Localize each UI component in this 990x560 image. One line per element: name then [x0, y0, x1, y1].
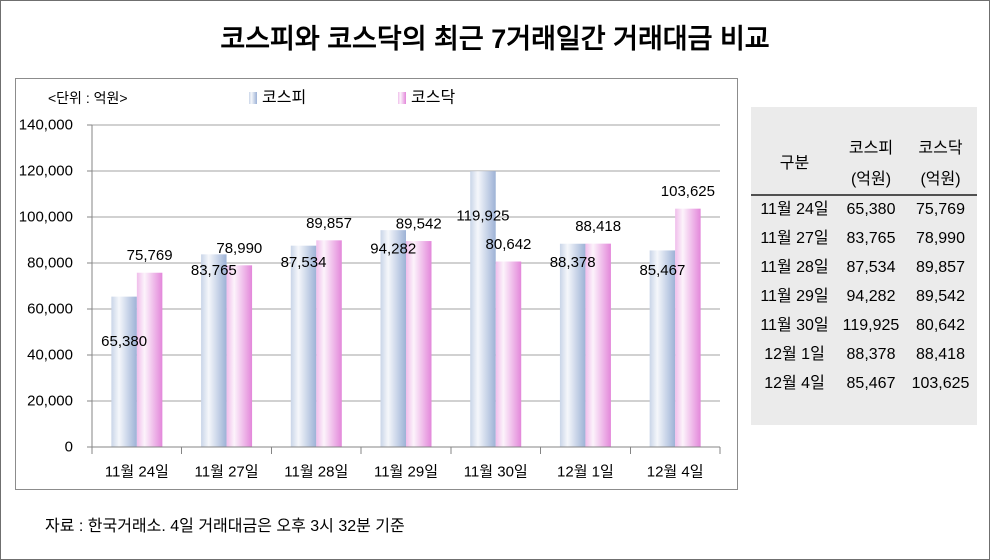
x-tick-label: 11월 27일: [195, 464, 259, 481]
legend: 코스피 코스닥: [249, 89, 455, 107]
kosdaq-bar: [136, 272, 163, 447]
legend-label-kospi: 코스피: [262, 89, 306, 107]
axes: 0 20,000 40,000 60,000 80,000 100,000 120,000 1…: [19, 117, 721, 481]
kosdaq-bar: [226, 265, 253, 447]
row-date: 11월 27일: [760, 229, 829, 247]
row-date: 11월 30일: [760, 316, 829, 334]
x-tick-label: 12월 4일: [647, 464, 704, 481]
chart-frame: <단위 : 억원> 코스피 코스닥 0 20,000 40,000 60,000 80,…: [15, 78, 738, 490]
row-kosdaq-value: 89,857: [916, 258, 965, 276]
kosdaq-bar: [675, 208, 701, 447]
row-kosdaq-value: 103,625: [911, 374, 970, 392]
x-tick-label: 11월 28일: [284, 464, 348, 481]
row-date: 11월 24일: [760, 200, 829, 218]
kosdaq-data-label: 78,990: [216, 240, 262, 257]
row-kospi-value: 88,378: [846, 345, 896, 363]
kospi-bar: [559, 243, 586, 447]
kosdaq-data-label: 89,542: [396, 216, 442, 233]
data-table-panel: 구분 코스피 코스닥 (억원) (억원) 11월 24일 65,380 75,7…: [751, 107, 977, 425]
kospi-data-label: 88,378: [550, 254, 596, 271]
kospi-data-label: 87,534: [281, 254, 327, 271]
header-kosdaq-unit: (억원): [920, 170, 961, 188]
row-kospi-value: 87,534: [846, 258, 896, 276]
kosdaq-data-label: 89,857: [306, 215, 352, 232]
table-row: 11월 28일 87,534 89,857: [751, 253, 977, 282]
data-labels: 65,380 75,769 83,765 78,990 87,534 89,857 94,2…: [101, 183, 715, 350]
kosdaq-bar: [585, 243, 611, 447]
row-kosdaq-value: 88,418: [916, 345, 965, 363]
kospi-bar: [111, 296, 137, 447]
row-date: 11월 28일: [760, 258, 829, 276]
kospi-data-label: 83,765: [191, 262, 237, 279]
legend-swatch-kospi: [249, 92, 257, 104]
x-tick-label: 11월 30일: [464, 464, 528, 481]
bars: [111, 171, 701, 448]
kospi-data-label: 65,380: [101, 333, 147, 350]
header-kospi-unit: (억원): [850, 170, 892, 188]
x-tick-label: 11월 29일: [374, 464, 438, 481]
y-tick-label: 100,000: [19, 209, 73, 226]
row-kosdaq-value: 78,990: [916, 229, 965, 247]
source-note: 자료 : 한국거래소. 4일 거래대금은 오후 3시 32분 기준: [45, 518, 405, 535]
kospi-data-label: 85,467: [639, 262, 685, 279]
row-kospi-value: 94,282: [846, 287, 896, 305]
table-row: 11월 29일 94,282 89,542: [751, 282, 977, 311]
row-kospi-value: 85,467: [846, 374, 896, 392]
header-kospi: 코스피: [848, 139, 894, 157]
data-table: 구분 코스피 코스닥 (억원) (억원) 11월 24일 65,380 75,7…: [751, 133, 977, 398]
x-tick-label: 11월 24일: [105, 464, 169, 481]
table-row: 11월 27일 83,765 78,990: [751, 224, 977, 253]
y-tick-label: 20,000: [27, 393, 73, 410]
kospi-data-label: 94,282: [370, 241, 416, 258]
legend-swatch-kosdaq: [398, 92, 406, 104]
kosdaq-data-label: 80,642: [486, 236, 532, 253]
y-tick-label: 80,000: [27, 255, 73, 272]
table-row: 12월 4일 85,467 103,625: [751, 369, 977, 398]
kosdaq-data-label: 75,769: [127, 247, 173, 264]
table-header-divider: [751, 194, 977, 196]
row-date: 11월 29일: [760, 287, 829, 305]
y-tick-label: 0: [65, 439, 73, 456]
row-date: 12월 1일: [764, 345, 825, 363]
row-kospi-value: 119,925: [842, 316, 900, 334]
unit-label: <단위 : 억원>: [48, 90, 128, 106]
kospi-bar: [649, 250, 676, 447]
kosdaq-bar: [316, 240, 342, 447]
table-row: 12월 1일 88,378 88,418: [751, 340, 977, 369]
y-tick-label: 120,000: [19, 163, 73, 180]
kospi-bar: [290, 245, 317, 447]
legend-label-kosdaq: 코스닥: [411, 89, 455, 107]
kosdaq-data-label: 103,625: [661, 183, 715, 200]
bar-chart: <단위 : 억원> 코스피 코스닥 0 20,000 40,000 60,000 80,…: [19, 89, 721, 481]
kosdaq-bar: [406, 241, 432, 447]
y-tick-label: 60,000: [27, 301, 73, 318]
kospi-bar: [470, 171, 496, 448]
y-tick-label: 40,000: [27, 347, 73, 364]
x-tick-label: 12월 1일: [557, 464, 614, 481]
row-kosdaq-value: 80,642: [916, 316, 965, 334]
header-kosdaq: 코스닥: [918, 139, 963, 157]
row-kospi-value: 65,380: [846, 200, 896, 218]
y-tick-label: 140,000: [19, 117, 73, 134]
table-row: 11월 24일 65,380 75,769: [751, 195, 977, 224]
table-row: 11월 30일 119,925 80,642: [751, 311, 977, 340]
kosdaq-bar: [495, 261, 522, 447]
row-date: 12월 4일: [764, 374, 825, 392]
row-kospi-value: 83,765: [846, 229, 896, 247]
row-kosdaq-value: 89,542: [916, 287, 965, 305]
kospi-bar: [201, 254, 227, 447]
page-title: 코스피와 코스닥의 최근 7거래일간 거래대금 비교: [220, 24, 770, 54]
header-category: 구분: [779, 155, 810, 172]
kosdaq-data-label: 88,418: [575, 218, 621, 235]
table-header-row: 구분 코스피 코스닥: [751, 133, 977, 173]
kospi-bar: [380, 230, 406, 447]
kospi-data-label: 119,925: [456, 208, 509, 225]
table-header-unit-row: (억원) (억원): [751, 164, 977, 195]
row-kosdaq-value: 75,769: [916, 200, 965, 218]
